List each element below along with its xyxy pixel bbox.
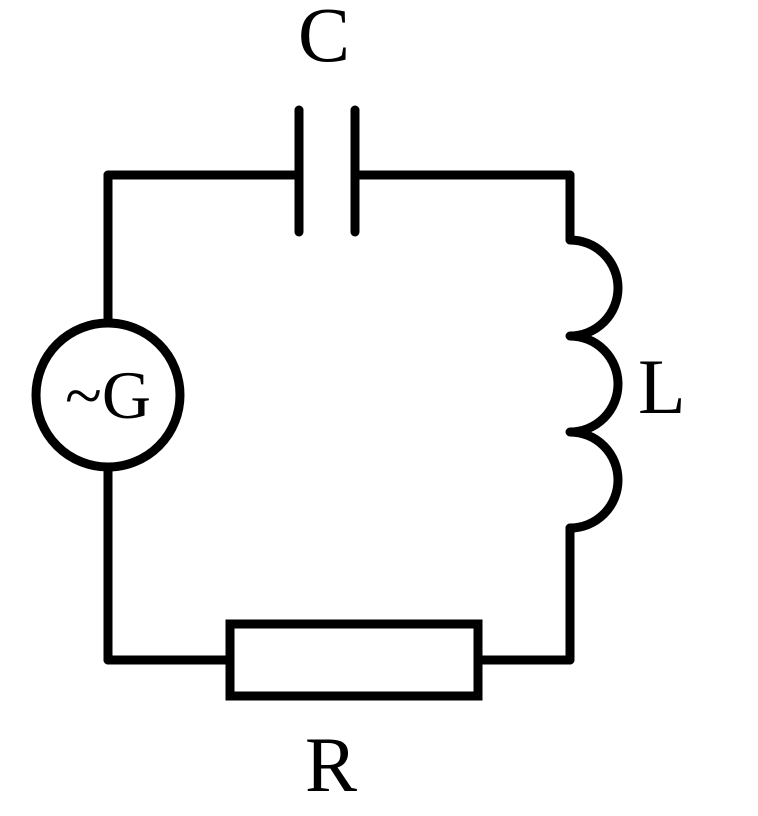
generator-label: ~G: [65, 357, 151, 433]
resistor-box: [230, 624, 478, 696]
inductor-coil: [570, 240, 618, 528]
capacitor-label: C: [298, 0, 350, 80]
inductor-label: L: [638, 342, 686, 432]
resistor-label: R: [305, 720, 357, 810]
